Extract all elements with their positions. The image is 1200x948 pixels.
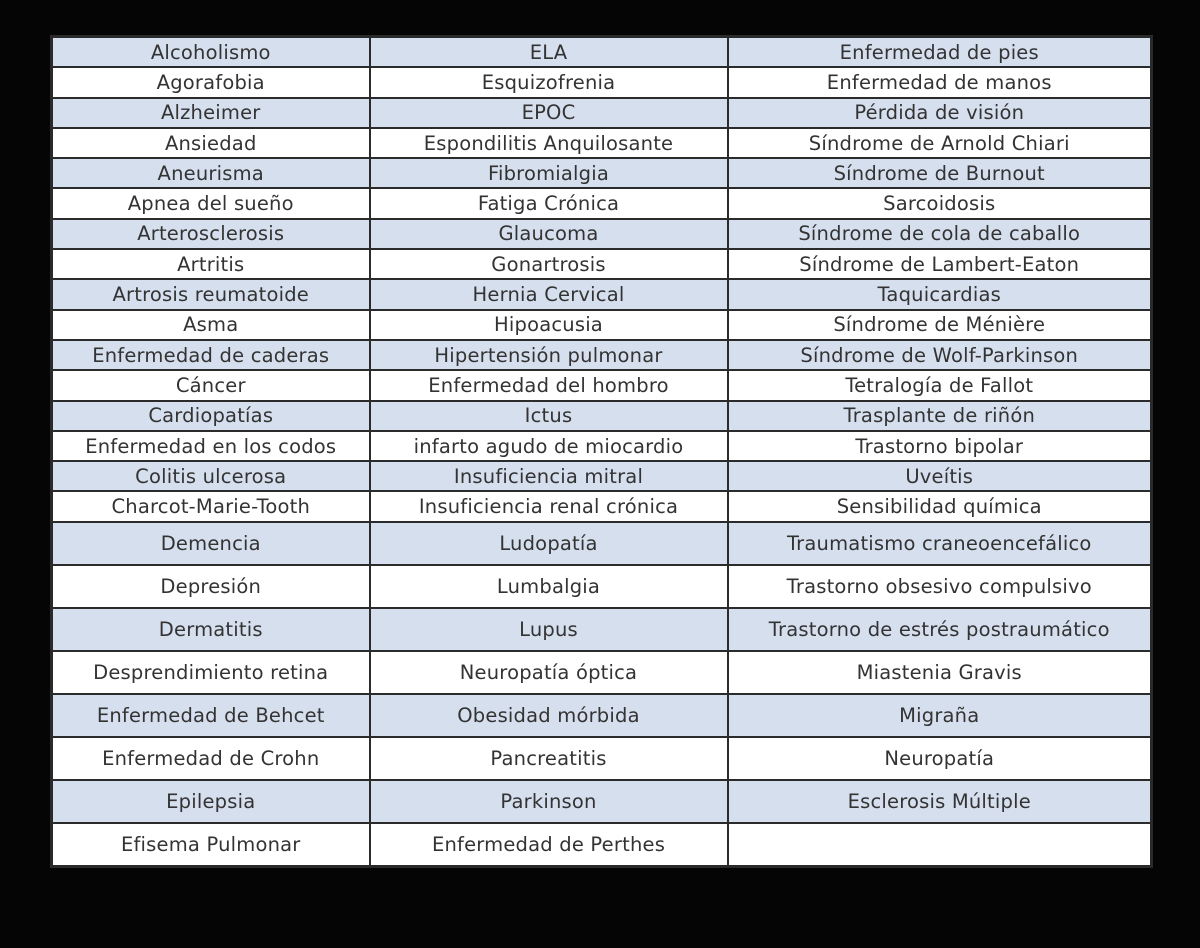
table-row: Colitis ulcerosa Insuficiencia mitral Uveí… [50,460,1153,493]
table-cell: Neuropatía [726,735,1153,781]
table-cell: Tetralogía de Fallot [726,369,1153,402]
table-cell: Sarcoidosis [726,187,1153,220]
table-cell: Colitis ulcerosa [50,460,371,493]
table-cell: Cáncer [50,369,371,402]
table-cell: Fatiga Crónica [368,187,729,220]
table-cell: infarto agudo de miocardio [368,429,729,463]
table-cell: Obesidad mórbida [368,692,729,738]
table-cell: Enfermedad de Perthes [368,821,729,868]
table-cell: Insuficiencia renal crónica [368,490,729,523]
table-cell: Trastorno bipolar [726,429,1153,463]
table-cell: Enfermedad del hombro [368,369,729,402]
diseases-table: Alcoholismo ELA Enfermedad de pies Agorafob… [50,35,1153,868]
table-cell: Ansiedad [50,126,371,160]
table-cell: Ictus [368,399,729,432]
table-cell: Ludopatía [368,520,729,566]
table-row: Alzheimer EPOC Pérdida de visión [50,96,1153,129]
table-cell: Artritis [50,248,371,281]
table-cell: Esclerosis Múltiple [726,778,1153,824]
table-row: Charcot-Marie-Tooth Insuficiencia renal c… [50,490,1153,523]
table-cell: Desprendimiento retina [50,649,371,695]
table-cell: Dermatitis [50,606,371,652]
table-cell: Asma [50,308,371,341]
table-cell: Fibromialgia [368,157,729,190]
table-cell: Uveítis [726,460,1153,493]
table-cell: Taquicardias [726,278,1153,311]
table-cell: Hipertensión pulmonar [368,338,729,372]
table-row: Enfermedad en los codos infarto agudo de … [50,429,1153,463]
table-cell: Apnea del sueño [50,187,371,220]
table-cell: Síndrome de cola de caballo [726,217,1153,251]
table-cell: Charcot-Marie-Tooth [50,490,371,523]
table-cell: Alzheimer [50,96,371,129]
table-cell: Cardiopatías [50,399,371,432]
table-cell: Neuropatía óptica [368,649,729,695]
table-row: Artrosis reumatoide Hernia Cervical Taquic… [50,278,1153,311]
table-cell: Parkinson [368,778,729,824]
table-row: Enfermedad de Behcet Obesidad mórbida Migr… [50,692,1153,738]
table-cell: Trasplante de riñón [726,399,1153,432]
table-cell: Enfermedad de Behcet [50,692,371,738]
table-cell: Hernia Cervical [368,278,729,311]
table-cell: Epilepsia [50,778,371,824]
table-body: Alcoholismo ELA Enfermedad de pies Agorafob… [50,35,1153,868]
table-row: Arterosclerosis Glaucoma Síndrome de cola … [50,217,1153,251]
table-cell: Enfermedad de Crohn [50,735,371,781]
table-cell: Pérdida de visión [726,96,1153,129]
table-cell: Enfermedad de pies [726,35,1153,69]
table-cell: Hipoacusia [368,308,729,341]
table-cell: Traumatismo craneoencefálico [726,520,1153,566]
table-cell: Insuficiencia mitral [368,460,729,493]
table-cell: Demencia [50,520,371,566]
table-cell: ELA [368,35,729,69]
table-cell: Enfermedad en los codos [50,429,371,463]
table-cell: Esquizofrenia [368,66,729,99]
table-row: Depresión Lumbalgia Trastorno obsesivo com… [50,563,1153,609]
table-row: Enfermedad de caderas Hipertensión pulmon… [50,338,1153,372]
table-row: Agorafobia Esquizofrenia Enfermedad de man… [50,66,1153,99]
table-row: Desprendimiento retina Neuropatía óptica M… [50,649,1153,695]
table-row: Asma Hipoacusia Síndrome de Ménière [50,308,1153,341]
table-cell: Trastorno de estrés postraumático [726,606,1153,652]
table-cell: Efisema Pulmonar [50,821,371,868]
table-row: Alcoholismo ELA Enfermedad de pies [50,35,1153,69]
table-row: Enfermedad de Crohn Pancreatitis Neuropatí… [50,735,1153,781]
table-cell: Agorafobia [50,66,371,99]
table-cell: Enfermedad de caderas [50,338,371,372]
table-cell: Sensibilidad química [726,490,1153,523]
table-row: Efisema Pulmonar Enfermedad de Perthes [50,821,1153,868]
table-cell: Enfermedad de manos [726,66,1153,99]
table-cell: Lumbalgia [368,563,729,609]
table-cell: Arterosclerosis [50,217,371,251]
table-cell: Trastorno obsesivo compulsivo [726,563,1153,609]
table-cell: Síndrome de Lambert-Eaton [726,248,1153,281]
table-cell [726,821,1153,868]
table-row: Apnea del sueño Fatiga Crónica Sarcoidosis [50,187,1153,220]
table-row: Dermatitis Lupus Trastorno de estrés postr… [50,606,1153,652]
table-row: Epilepsia Parkinson Esclerosis Múltiple [50,778,1153,824]
table-cell: Lupus [368,606,729,652]
table-cell: Síndrome de Wolf-Parkinson [726,338,1153,372]
table-cell: Pancreatitis [368,735,729,781]
table-row: Artritis Gonartrosis Síndrome de Lambert-E… [50,248,1153,281]
table-cell: Miastenia Gravis [726,649,1153,695]
table-row: Aneurisma Fibromialgia Síndrome de Burnout [50,157,1153,190]
table-cell: Glaucoma [368,217,729,251]
table-row: Ansiedad Espondilitis Anquilosante Síndrom… [50,126,1153,160]
table-cell: Migraña [726,692,1153,738]
table-cell: Gonartrosis [368,248,729,281]
table-cell: Síndrome de Burnout [726,157,1153,190]
table-row: Demencia Ludopatía Traumatismo craneoencef… [50,520,1153,566]
table-cell: Síndrome de Ménière [726,308,1153,341]
table-cell: Síndrome de Arnold Chiari [726,126,1153,160]
table-cell: Alcoholismo [50,35,371,69]
table-row: Cardiopatías Ictus Trasplante de riñón [50,399,1153,432]
table-cell: EPOC [368,96,729,129]
table-cell: Artrosis reumatoide [50,278,371,311]
table-cell: Aneurisma [50,157,371,190]
table-row: Cáncer Enfermedad del hombro Tetralogía de… [50,369,1153,402]
table-cell: Espondilitis Anquilosante [368,126,729,160]
table-cell: Depresión [50,563,371,609]
